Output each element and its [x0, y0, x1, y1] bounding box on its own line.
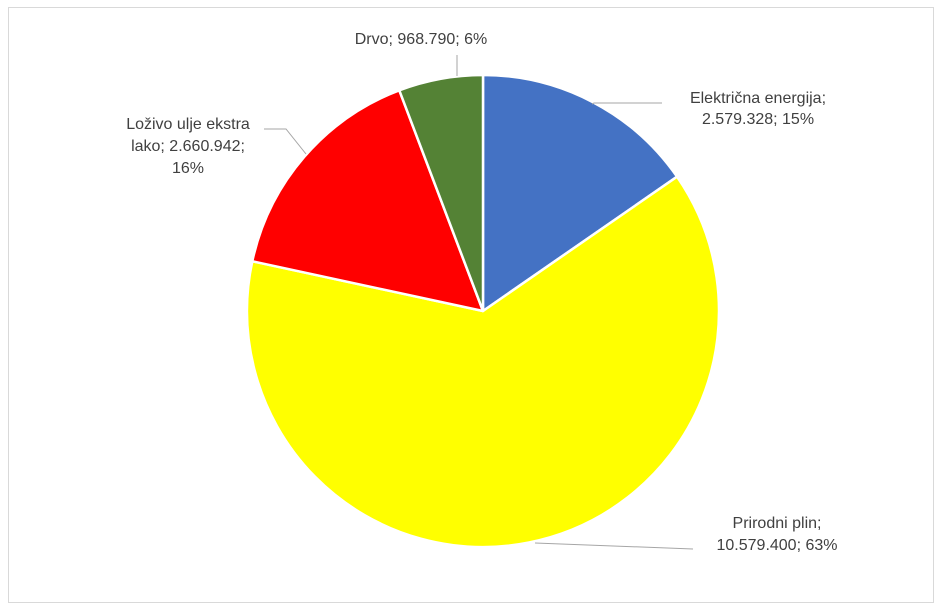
data-label-line: 16%: [172, 160, 204, 177]
data-label-line: Loživo ulje ekstra: [126, 116, 250, 133]
pie-slice-prirodni-plin[interactable]: [245, 175, 721, 549]
pie-slice-loživo-ulje-ekstra-lako[interactable]: [251, 89, 485, 313]
chart-frame: Električna energija; 2.579.328; 15% Prirod…: [8, 7, 934, 603]
data-label-line: 10.579.400; 63%: [717, 537, 838, 554]
data-label: Prirodni plin; 10.579.400; 63%: [717, 515, 838, 554]
leader-line: [534, 542, 694, 550]
data-label-line: lako; 2.660.942;: [131, 138, 245, 155]
data-label-line: Drvo; 968.790; 6%: [355, 31, 488, 48]
leader-line: [264, 128, 307, 155]
pie-slice-drvo[interactable]: [398, 73, 485, 313]
data-label-line: Električna energija;: [690, 90, 826, 107]
data-label: Loživo ulje ekstra lako; 2.660.942; 16%: [126, 116, 250, 177]
pie-chart: Električna energija; 2.579.328; 15% Prirod…: [126, 31, 838, 554]
pie-slice-električna-energija[interactable]: [481, 73, 679, 313]
leader-line: [591, 102, 662, 105]
data-label: Drvo; 968.790; 6%: [355, 31, 488, 48]
data-label: Električna energija; 2.579.328; 15%: [690, 90, 826, 128]
data-label-line: 2.579.328; 15%: [702, 111, 814, 128]
data-label-line: Prirodni plin;: [733, 515, 822, 532]
